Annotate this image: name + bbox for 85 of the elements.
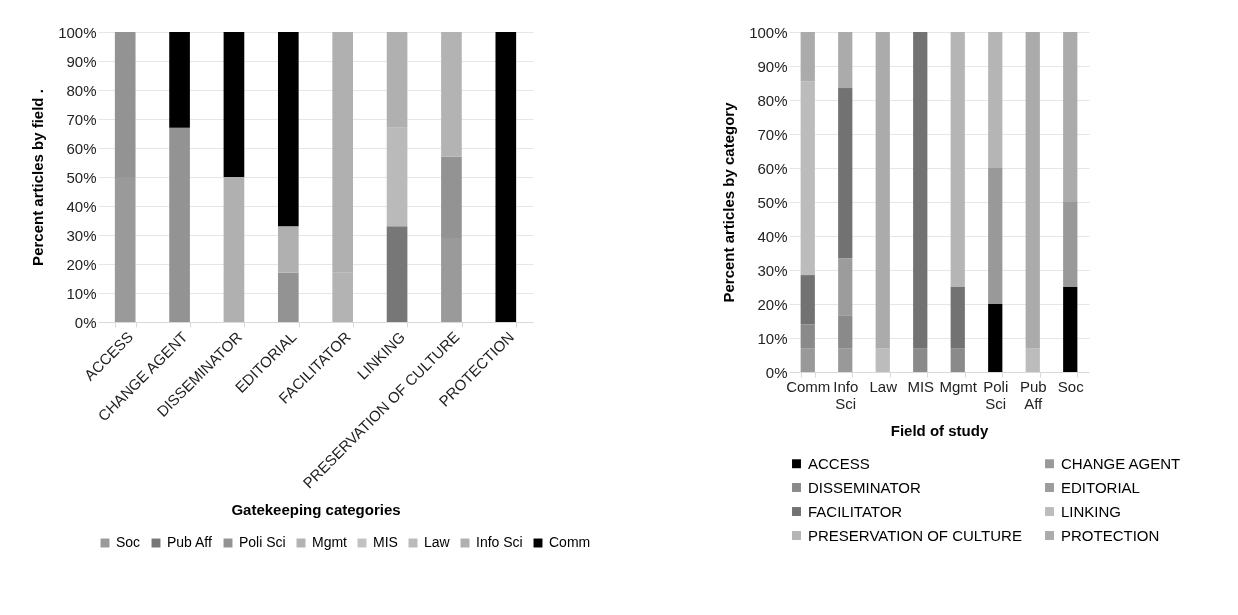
bar — [838, 88, 853, 259]
legend-label: Comm — [549, 534, 591, 550]
bar — [495, 32, 517, 322]
x-tick-label: Pub Aff — [1019, 377, 1047, 412]
bar — [800, 348, 815, 372]
legend-label: PROTECTION — [1061, 526, 1160, 544]
legend-label: MIS — [373, 534, 398, 550]
legend-label: FACILITATOR — [808, 502, 903, 520]
bar — [1025, 348, 1040, 372]
y-tick-label: 70% — [66, 110, 97, 128]
y-tick-label: 100% — [749, 23, 788, 41]
legend-label: Soc — [116, 534, 141, 550]
legend-label: LINKING — [1061, 502, 1122, 520]
bar — [838, 348, 853, 372]
bar — [800, 324, 815, 349]
y-tick-label: 0% — [74, 313, 97, 331]
legend-label: EDITORIAL — [1061, 478, 1140, 496]
y-tick-label: 0% — [765, 363, 788, 381]
bar — [277, 226, 299, 273]
bar — [1025, 32, 1040, 349]
bar — [223, 177, 245, 322]
bar — [800, 81, 815, 276]
bar — [277, 32, 299, 227]
bar — [838, 32, 853, 89]
y-tick-label: 10% — [66, 284, 97, 302]
bar — [1063, 202, 1078, 287]
legend-label: Pub Aff — [167, 534, 212, 550]
bar — [913, 32, 928, 349]
legend-label: Law — [424, 534, 451, 550]
bar — [988, 32, 1003, 168]
y-tick-label: 80% — [66, 81, 97, 99]
legend-label: Poli Sci — [239, 534, 286, 550]
x-tick-label: MIS — [907, 377, 935, 395]
y-tick-label: 90% — [66, 52, 97, 70]
bar — [1063, 287, 1078, 372]
y-tick-label: 60% — [757, 159, 788, 177]
y-tick-label: 10% — [757, 329, 788, 347]
bar — [988, 304, 1003, 372]
bar — [988, 168, 1003, 304]
legend-label: Mgmt — [312, 534, 348, 550]
x-tick-label: Soc — [1057, 377, 1085, 395]
y-tick-label: 40% — [66, 197, 97, 215]
y-tick-label: 30% — [66, 226, 97, 244]
bar — [875, 348, 890, 372]
x-tick-label: Law — [869, 377, 898, 395]
legend-label: PRESERVATION OF CULTURE — [808, 526, 1022, 544]
legend-label: Info Sci — [476, 534, 523, 550]
y-axis-title: Percent articles by category — [720, 101, 738, 303]
bar — [1063, 32, 1078, 202]
bar — [950, 348, 965, 372]
x-axis-title: Field of study — [890, 421, 989, 439]
bar — [950, 32, 965, 287]
y-tick-label: 90% — [757, 57, 788, 75]
x-tick-label: Info Sci — [833, 377, 859, 412]
y-tick-label: 20% — [757, 295, 788, 313]
bar — [950, 287, 965, 349]
bar — [441, 32, 462, 157]
x-tick-label: Comm — [786, 377, 831, 395]
legend-label: CHANGE AGENT — [1061, 454, 1181, 472]
bar — [277, 272, 299, 322]
y-tick-label: 50% — [757, 193, 788, 211]
y-tick-label: 40% — [757, 227, 788, 245]
bar — [875, 32, 890, 349]
bar — [913, 348, 928, 372]
y-tick-label: 80% — [757, 91, 788, 109]
bar — [838, 258, 853, 316]
bar — [800, 32, 815, 82]
y-axis-title: Percent articles by field . — [29, 89, 47, 266]
y-tick-label: 20% — [66, 255, 97, 273]
bar — [838, 315, 853, 349]
legend-label: ACCESS — [808, 454, 870, 472]
x-axis-title: Gatekeeping categories — [231, 501, 401, 519]
bar — [169, 32, 190, 128]
y-tick-label: 70% — [757, 125, 788, 143]
y-tick-label: 100% — [58, 23, 97, 41]
legend-label: DISSEMINATOR — [808, 478, 921, 496]
y-tick-label: 30% — [757, 261, 788, 279]
x-tick-label: Mgmt — [939, 377, 978, 395]
y-tick-label: 60% — [66, 139, 97, 157]
bar — [800, 275, 815, 325]
bar — [223, 32, 245, 177]
x-tick-label: Poli Sci — [983, 377, 1009, 412]
bar — [169, 127, 190, 322]
y-tick-label: 50% — [66, 168, 97, 186]
bar — [386, 226, 408, 322]
